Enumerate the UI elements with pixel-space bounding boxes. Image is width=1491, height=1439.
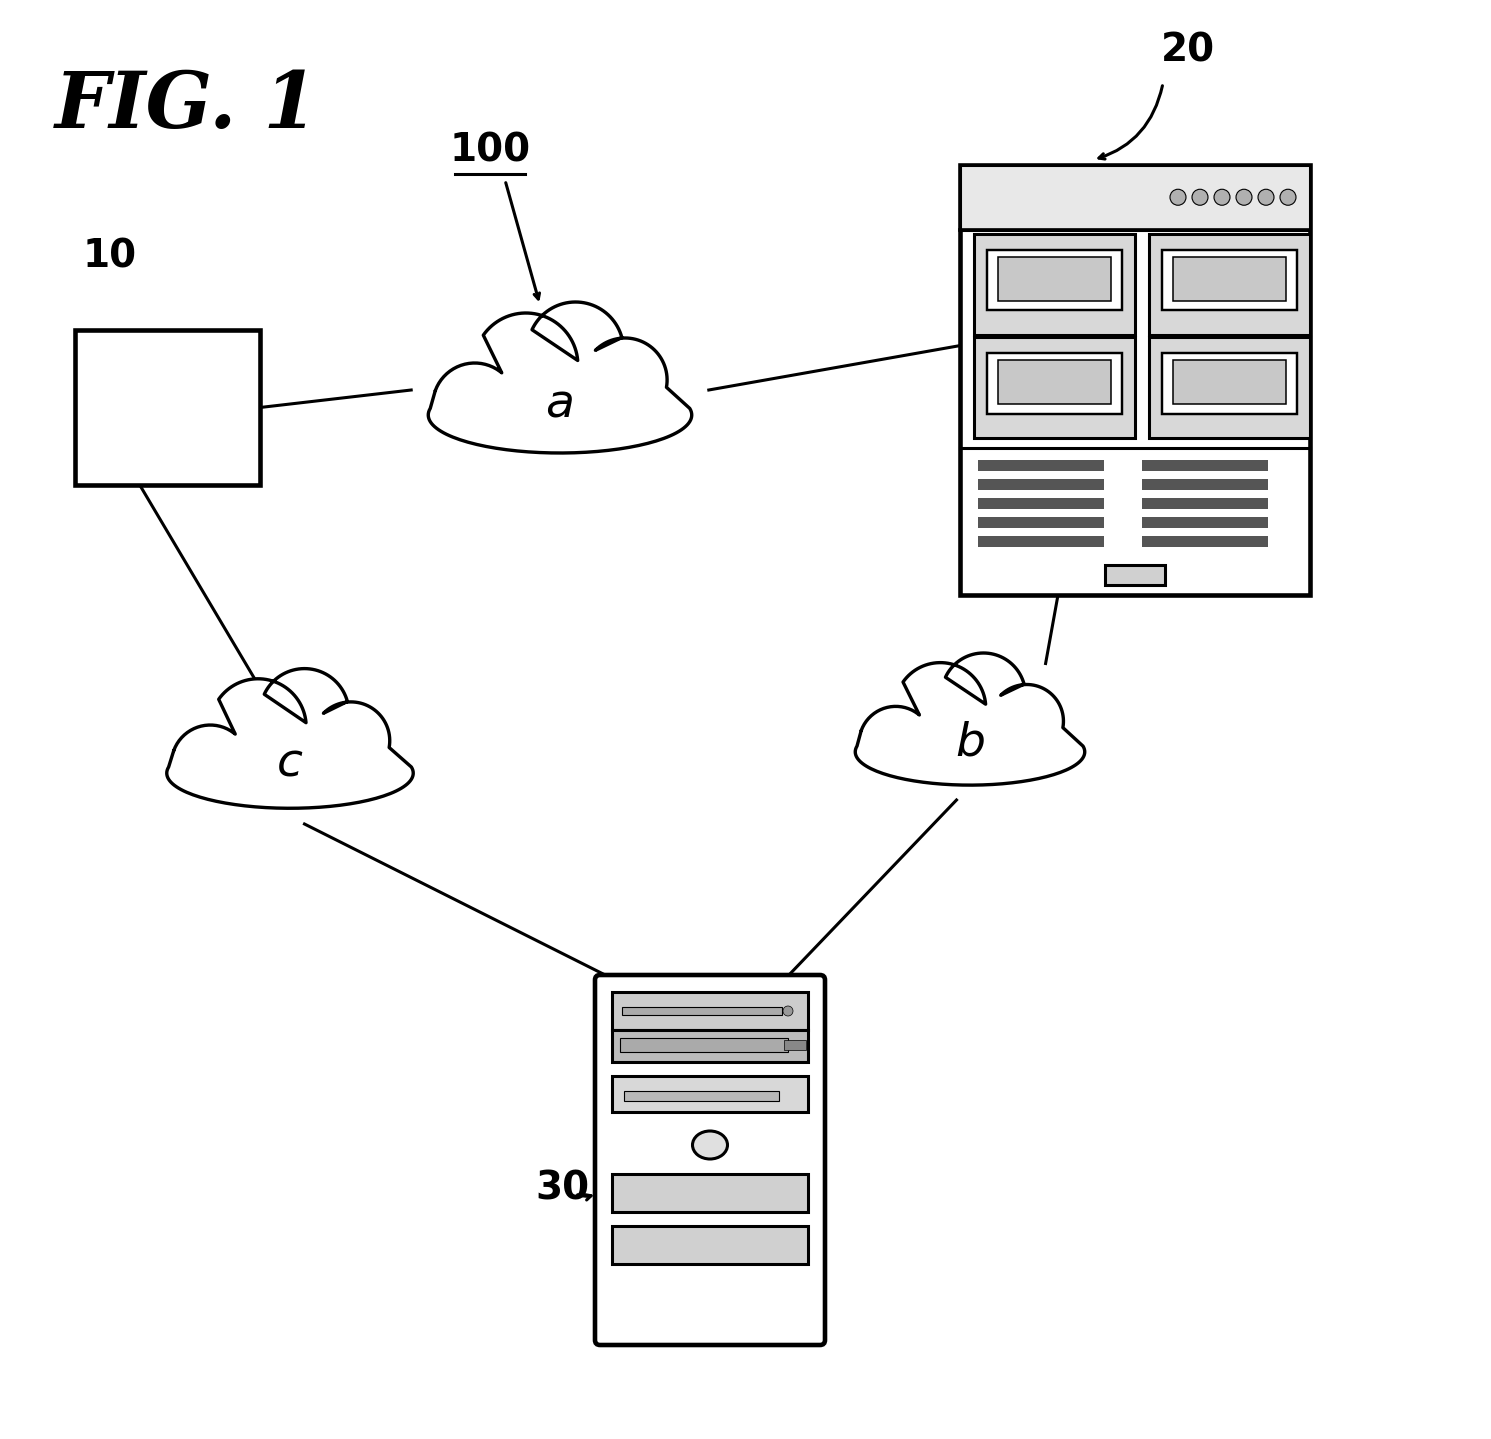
Circle shape [1191,190,1208,206]
Text: 100: 100 [449,132,531,170]
Text: 10: 10 [83,237,137,275]
Circle shape [210,679,306,776]
Text: b: b [956,721,986,766]
Bar [620,1038,789,1052]
Bar [1161,250,1297,311]
Bar [978,518,1103,528]
Circle shape [1258,190,1273,206]
Bar [611,991,808,1030]
Ellipse shape [692,1131,728,1158]
Text: 30: 30 [535,1170,589,1207]
Bar [997,258,1111,301]
Bar [611,1076,808,1112]
Text: c: c [277,741,303,786]
Bar [611,1174,808,1212]
Bar [987,353,1123,414]
Circle shape [474,314,579,417]
Bar [622,1007,781,1014]
Bar [1150,337,1311,437]
Circle shape [895,662,986,754]
Circle shape [941,653,1026,737]
Circle shape [171,725,249,803]
Circle shape [859,707,932,780]
Bar [784,1040,807,1050]
Bar [1173,258,1287,301]
Bar [978,460,1103,472]
Circle shape [312,702,389,780]
Circle shape [528,302,623,399]
Bar [1173,360,1287,404]
Bar [987,250,1123,311]
Circle shape [990,685,1063,758]
Circle shape [1279,190,1296,206]
Bar [978,479,1103,491]
Bar [1150,233,1311,335]
Bar [978,498,1103,509]
Bar [1142,460,1267,472]
Ellipse shape [856,718,1085,786]
Bar [1161,353,1297,414]
Bar [960,165,1311,229]
Circle shape [1170,190,1185,206]
Circle shape [783,1006,793,1016]
Bar [1105,566,1164,586]
Bar [960,165,1311,594]
Circle shape [1236,190,1252,206]
Text: 20: 20 [1160,32,1215,71]
Bar [1142,498,1267,509]
Text: a: a [546,383,574,427]
Ellipse shape [167,738,413,809]
Bar [611,1030,808,1062]
Bar [1142,479,1267,491]
Bar [974,337,1135,437]
Circle shape [259,669,349,757]
Circle shape [1214,190,1230,206]
Bar [978,537,1103,547]
Ellipse shape [428,377,692,453]
Bar [611,1226,808,1263]
Bar [997,360,1111,404]
Bar [1142,537,1267,547]
Bar [625,1091,778,1101]
Text: FIG. 1: FIG. 1 [55,68,319,144]
Bar [1142,518,1267,528]
Bar [974,233,1135,335]
Circle shape [583,338,666,422]
FancyBboxPatch shape [595,976,825,1345]
Bar [75,330,259,485]
Circle shape [432,363,517,448]
